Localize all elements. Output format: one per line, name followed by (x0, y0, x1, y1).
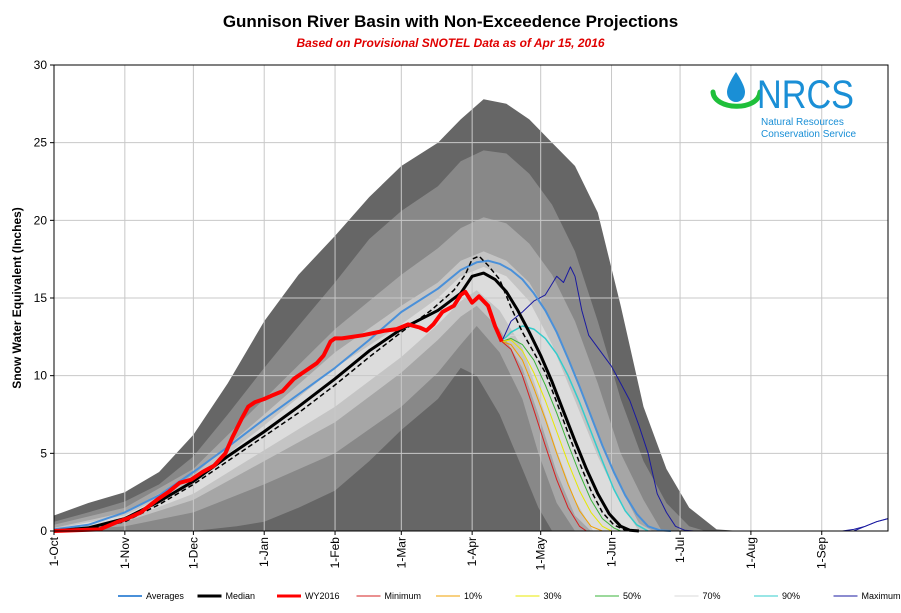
x-tick-label: 1-Mar (394, 537, 408, 568)
y-tick-label: 10 (34, 369, 48, 383)
series-line-50- (501, 337, 621, 532)
legend-label: 30% (544, 591, 562, 601)
series-line-median-dashed (53, 255, 635, 532)
series-line-30- (501, 339, 612, 532)
y-axis-label: Snow Water Equivalent (Inches) (10, 207, 24, 389)
series-line-minimum (501, 341, 587, 532)
legend-label: 50% (623, 591, 641, 601)
legend-label: 10% (464, 591, 482, 601)
x-tick-label: 1-Feb (328, 537, 342, 569)
legend-label: Minimum (385, 591, 422, 601)
y-tick-label: 0 (40, 524, 47, 538)
series-line-90- (501, 325, 649, 532)
x-tick-label: 1-Apr (465, 537, 479, 566)
chart-title: Gunnison River Basin with Non-Exceedence… (222, 12, 679, 31)
x-tick-label: 1-Sep (815, 537, 829, 569)
legend-label: Median (226, 591, 256, 601)
series-line-wy2016 (53, 289, 504, 533)
x-axis-ticks: 1-Oct 1-Nov 1-Dec 1-Jan 1-Feb 1-Mar 1-Apr 1-May… (47, 531, 829, 570)
y-axis-ticks: 0 5 10 15 20 25 30 (34, 58, 54, 538)
y-tick-label: 30 (34, 58, 48, 72)
legend-label: Maximum (862, 591, 901, 601)
x-tick-label: 1-Jan (257, 537, 271, 567)
logo-name: NRCS (757, 73, 854, 117)
nrcs-logo: NRCS Natural Resources Conservation Serv… (710, 72, 856, 140)
logo-line2: Conservation Service (761, 129, 856, 140)
x-tick-label: 1-Jun (605, 537, 619, 567)
x-tick-label: 1-Jul (673, 537, 687, 563)
x-tick-label: 1-Nov (118, 537, 132, 569)
water-drop-icon (727, 72, 745, 102)
x-tick-label: 1-Aug (744, 537, 758, 569)
logo-line1: Natural Resources (761, 117, 844, 128)
legend-label: Averages (146, 591, 184, 601)
y-tick-label: 15 (34, 291, 48, 305)
y-tick-label: 20 (34, 213, 48, 227)
series-line-10- (501, 341, 603, 532)
legend: Averages Median WY2016 Minimum 10% 30% 50% 70% 9… (118, 591, 901, 601)
logo-swoosh (710, 89, 763, 109)
y-tick-label: 5 (40, 446, 47, 460)
legend-label: WY2016 (305, 591, 340, 601)
y-tick-label: 25 (34, 136, 48, 150)
data-series (53, 255, 889, 533)
x-tick-label: 1-Oct (47, 536, 61, 566)
legend-label: 90% (782, 591, 800, 601)
percentile-band-4 (54, 266, 639, 531)
legend-label: 70% (703, 591, 721, 601)
chart-subtitle: Based on Provisional SNOTEL Data as of A… (296, 36, 605, 50)
x-tick-label: 1-May (534, 537, 548, 570)
x-tick-label: 1-Dec (186, 537, 200, 569)
